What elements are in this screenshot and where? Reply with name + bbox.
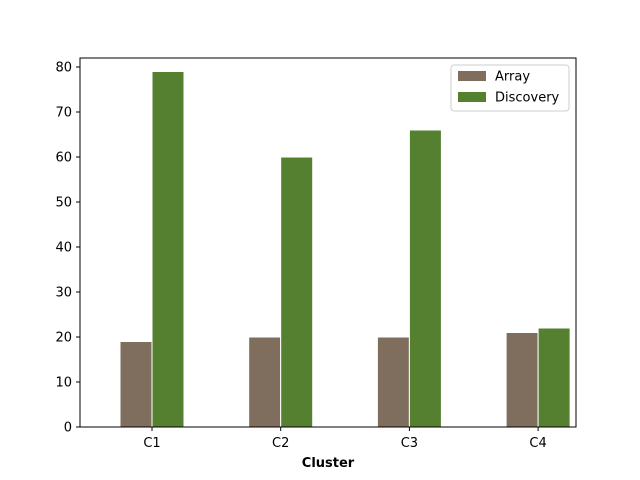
- axes-layer: 0 10 20 30 40 50 60 70 80 C1 C2 C3 C4: [55, 57, 577, 451]
- bar-array-c4: [505, 332, 539, 428]
- x-tick-label: C3: [401, 436, 418, 451]
- y-tick-label: 0: [64, 421, 72, 436]
- legend-swatch-array: [458, 71, 486, 81]
- legend-label-discovery: Discovery: [495, 91, 560, 106]
- y-tick-label: 10: [55, 376, 72, 391]
- bar-discovery-c3: [408, 129, 442, 428]
- x-tick-label: C1: [143, 436, 160, 451]
- x-tick-label: C2: [272, 436, 289, 451]
- y-tick-label: 80: [55, 61, 72, 76]
- x-tick-label: C4: [529, 436, 546, 451]
- plot-frame: [79, 57, 577, 428]
- x-axis-title: Cluster: [302, 456, 355, 471]
- legend-swatch-discovery: [458, 92, 486, 102]
- legend-label-array: Array: [495, 70, 530, 85]
- bar-discovery-c1: [151, 71, 185, 428]
- bar-discovery-c2: [280, 156, 314, 428]
- bar-array-c2: [248, 336, 282, 428]
- bar-array-c1: [119, 341, 153, 428]
- y-tick-label: 30: [55, 286, 72, 301]
- bars-layer: [119, 71, 571, 428]
- bar-discovery-c4: [537, 327, 571, 428]
- y-tick-label: 40: [55, 241, 72, 256]
- bar-array-c3: [376, 336, 410, 428]
- y-tick-label: 20: [55, 331, 72, 346]
- y-tick-label: 70: [55, 106, 72, 121]
- legend: Array Discovery: [450, 64, 570, 112]
- y-tick-label: 60: [55, 151, 72, 166]
- y-tick-label: 50: [55, 196, 72, 211]
